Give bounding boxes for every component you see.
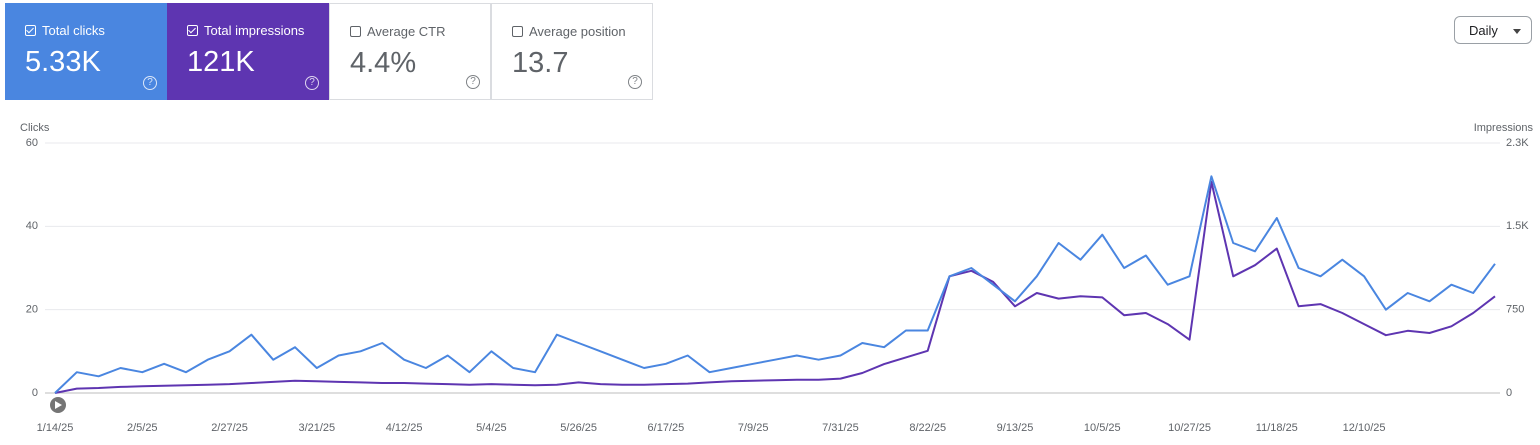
help-icon[interactable]: ? [305, 76, 319, 90]
y2-tick-label: 750 [1506, 304, 1524, 316]
x-tick-label: 2/5/25 [127, 422, 158, 434]
y2-tick-label: 1.5K [1506, 220, 1529, 232]
metric-card[interactable]: Total impressions 121K? [167, 3, 329, 100]
y-tick-label: 20 [26, 304, 38, 316]
y-tick-label: 60 [26, 137, 38, 149]
metric-label-row: Average CTR [350, 24, 446, 39]
metric-label: Total clicks [42, 23, 105, 38]
x-tick-label: 6/17/25 [648, 422, 685, 434]
x-tick-label: 11/18/25 [1256, 422, 1298, 434]
checkbox[interactable] [25, 25, 36, 36]
series-line [54, 175, 1496, 394]
series-line [54, 180, 1496, 394]
metric-label-row: Total impressions [187, 23, 304, 38]
x-tick-label: 7/31/25 [822, 422, 859, 434]
x-tick-label: 5/4/25 [476, 422, 507, 434]
x-tick-label: 2/27/25 [211, 422, 248, 434]
x-tick-label: 1/14/25 [37, 422, 74, 434]
metric-label: Average CTR [367, 24, 446, 39]
metric-value: 5.33K [25, 46, 101, 78]
metric-label: Average position [529, 24, 626, 39]
metric-value: 4.4% [350, 47, 417, 79]
y-tick-label: 40 [26, 220, 38, 232]
x-tick-label: 5/26/25 [560, 422, 597, 434]
checkbox[interactable] [187, 25, 198, 36]
metric-card[interactable]: Average position 13.7? [491, 3, 653, 100]
y-axis-title: Clicks [20, 122, 50, 134]
metric-card[interactable]: Total clicks 5.33K? [5, 3, 167, 100]
x-tick-label: 4/12/25 [386, 422, 423, 434]
help-icon[interactable]: ? [466, 75, 480, 89]
help-icon[interactable]: ? [628, 75, 642, 89]
metric-label-row: Average position [512, 24, 626, 39]
x-tick-label: 10/5/25 [1084, 422, 1121, 434]
metric-label: Total impressions [204, 23, 305, 38]
x-tick-label: 8/22/25 [909, 422, 946, 434]
x-tick-label: 12/10/25 [1343, 422, 1386, 434]
play-icon [55, 401, 62, 409]
y2-tick-label: 0 [1506, 387, 1512, 399]
metric-value: 121K [187, 46, 255, 78]
metric-value: 13.7 [512, 47, 569, 79]
x-tick-label: 7/9/25 [738, 422, 769, 434]
y2-tick-label: 2.3K [1506, 137, 1529, 149]
metric-card[interactable]: Average CTR 4.4%? [329, 3, 491, 100]
checkbox[interactable] [350, 26, 361, 37]
x-tick-label: 9/13/25 [997, 422, 1034, 434]
x-tick-label: 3/21/25 [298, 422, 335, 434]
x-tick-label: 10/27/25 [1168, 422, 1211, 434]
checkbox[interactable] [512, 26, 523, 37]
y2-axis-title: Impressions [1474, 122, 1534, 134]
help-icon[interactable]: ? [143, 76, 157, 90]
range-dropdown[interactable]: Daily [1454, 16, 1532, 44]
metric-label-row: Total clicks [25, 23, 105, 38]
y-tick-label: 0 [32, 387, 38, 399]
